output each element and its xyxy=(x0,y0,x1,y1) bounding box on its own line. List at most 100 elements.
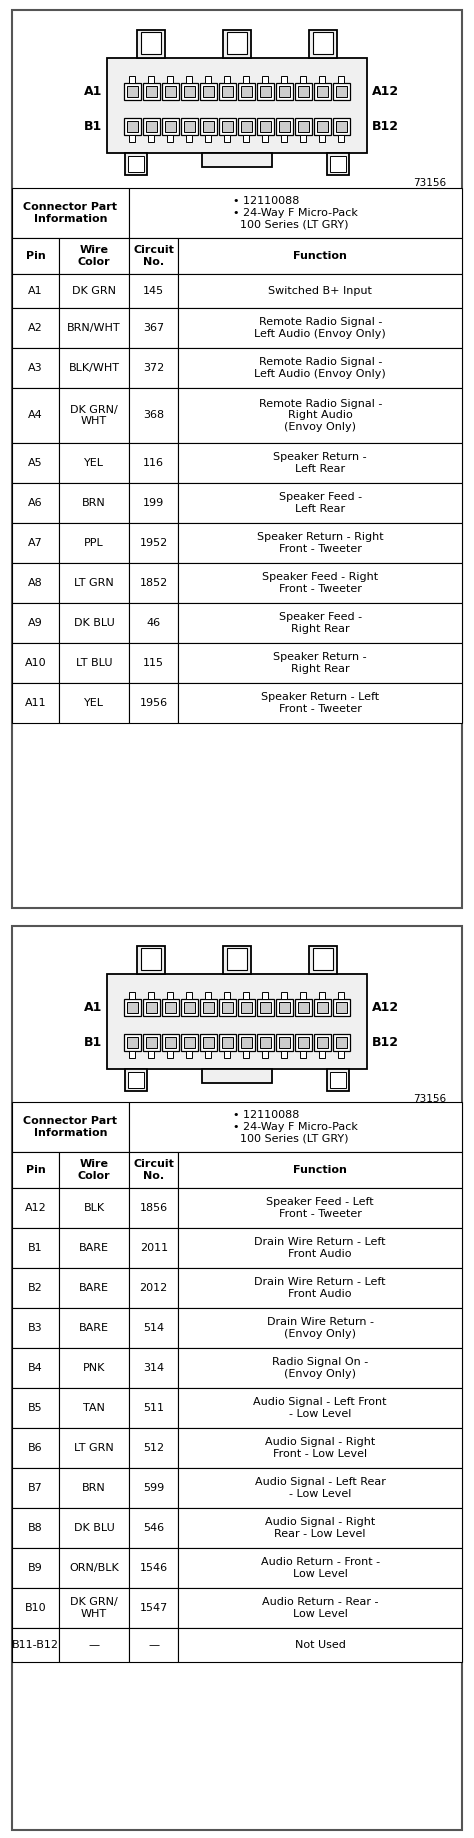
Bar xyxy=(179,483,462,524)
Text: B2: B2 xyxy=(28,1283,43,1292)
Bar xyxy=(301,134,307,142)
Bar xyxy=(203,1037,214,1048)
Bar xyxy=(317,1002,328,1013)
Text: 73156: 73156 xyxy=(413,1094,446,1105)
Bar xyxy=(59,562,129,603)
Bar xyxy=(179,562,462,603)
Bar xyxy=(129,237,179,274)
Bar xyxy=(314,118,331,134)
Bar xyxy=(146,86,157,97)
Bar xyxy=(317,86,328,97)
Bar xyxy=(222,1037,233,1048)
Bar xyxy=(279,121,290,132)
Bar xyxy=(129,562,179,603)
Text: B11-B12: B11-B12 xyxy=(12,1639,59,1651)
Text: A11: A11 xyxy=(25,698,46,708)
Bar xyxy=(129,388,179,443)
Text: • 12110088
• 24-Way F Micro-Pack
  100 Series (LT GRY): • 12110088 • 24-Way F Micro-Pack 100 Ser… xyxy=(233,197,358,230)
Bar xyxy=(59,643,129,684)
Bar xyxy=(162,118,179,134)
Text: B8: B8 xyxy=(28,1524,43,1533)
Bar xyxy=(124,1035,141,1051)
Bar xyxy=(59,1469,129,1507)
Bar xyxy=(222,1002,233,1013)
Bar xyxy=(129,1228,179,1268)
Bar xyxy=(295,998,312,1016)
Bar xyxy=(59,1388,129,1428)
Bar xyxy=(129,1469,179,1507)
Bar xyxy=(314,998,331,1016)
Bar xyxy=(309,29,337,59)
Bar xyxy=(276,1035,293,1051)
Bar xyxy=(12,562,59,603)
Text: PNK: PNK xyxy=(83,1364,105,1373)
Bar xyxy=(227,948,247,970)
Text: LT GRN: LT GRN xyxy=(74,577,114,588)
Bar xyxy=(319,75,326,83)
Bar xyxy=(12,1507,59,1548)
Bar xyxy=(179,1152,462,1187)
Text: 546: 546 xyxy=(143,1524,164,1533)
Bar xyxy=(179,1548,462,1588)
Text: B10: B10 xyxy=(25,1603,46,1614)
Bar xyxy=(327,1070,349,1092)
Text: Wire
Color: Wire Color xyxy=(78,244,110,267)
Text: Wire
Color: Wire Color xyxy=(78,1160,110,1180)
Text: Speaker Return - Left
Front - Tweeter: Speaker Return - Left Front - Tweeter xyxy=(261,693,379,713)
Text: Remote Radio Signal -
Right Audio
(Envoy Only): Remote Radio Signal - Right Audio (Envoy… xyxy=(258,399,382,432)
Bar xyxy=(225,75,230,83)
Bar xyxy=(12,684,59,722)
Bar xyxy=(148,1051,155,1059)
Text: Speaker Return - Right
Front - Tweeter: Speaker Return - Right Front - Tweeter xyxy=(257,533,383,553)
Bar xyxy=(219,1035,236,1051)
Text: A8: A8 xyxy=(28,577,43,588)
Bar xyxy=(238,118,255,134)
Bar xyxy=(298,1037,309,1048)
Text: —: — xyxy=(89,1639,100,1651)
Bar xyxy=(141,948,161,970)
Bar xyxy=(301,75,307,83)
Bar xyxy=(12,187,129,237)
Bar xyxy=(129,643,179,684)
Text: Drain Wire Return - Left
Front Audio: Drain Wire Return - Left Front Audio xyxy=(255,1277,386,1299)
Text: B5: B5 xyxy=(28,1402,43,1413)
Bar xyxy=(59,274,129,309)
Bar xyxy=(203,1002,214,1013)
Bar xyxy=(219,118,236,134)
Text: A5: A5 xyxy=(28,458,43,469)
Bar xyxy=(279,1037,290,1048)
Bar xyxy=(146,121,157,132)
Text: Drain Wire Return - Left
Front Audio: Drain Wire Return - Left Front Audio xyxy=(255,1237,386,1259)
Bar xyxy=(244,1051,249,1059)
Bar xyxy=(12,309,59,347)
Bar xyxy=(12,1152,59,1187)
Bar xyxy=(186,134,192,142)
Text: Radio Signal On -
(Envoy Only): Radio Signal On - (Envoy Only) xyxy=(272,1356,368,1378)
Bar xyxy=(181,118,198,134)
Bar xyxy=(222,121,233,132)
Bar xyxy=(257,83,274,99)
Text: A7: A7 xyxy=(28,539,43,548)
Text: Connector Part
Information: Connector Part Information xyxy=(24,1116,118,1138)
Bar xyxy=(59,1268,129,1309)
Bar xyxy=(59,1628,129,1662)
Bar xyxy=(244,75,249,83)
Bar xyxy=(12,1469,59,1507)
Bar xyxy=(179,643,462,684)
Bar xyxy=(129,347,179,388)
Bar xyxy=(238,998,255,1016)
Bar xyxy=(317,121,328,132)
Bar xyxy=(244,993,249,998)
Text: DK BLU: DK BLU xyxy=(74,618,115,629)
Bar xyxy=(206,993,211,998)
Text: A12: A12 xyxy=(372,85,399,97)
Text: Speaker Feed - Left
Front - Tweeter: Speaker Feed - Left Front - Tweeter xyxy=(266,1197,374,1219)
Bar xyxy=(127,86,138,97)
Bar xyxy=(227,31,247,53)
Bar xyxy=(12,524,59,562)
Bar xyxy=(129,443,179,483)
Bar xyxy=(184,1002,195,1013)
Bar xyxy=(225,993,230,998)
Text: BLK/WHT: BLK/WHT xyxy=(69,362,119,373)
Text: 1856: 1856 xyxy=(140,1204,168,1213)
